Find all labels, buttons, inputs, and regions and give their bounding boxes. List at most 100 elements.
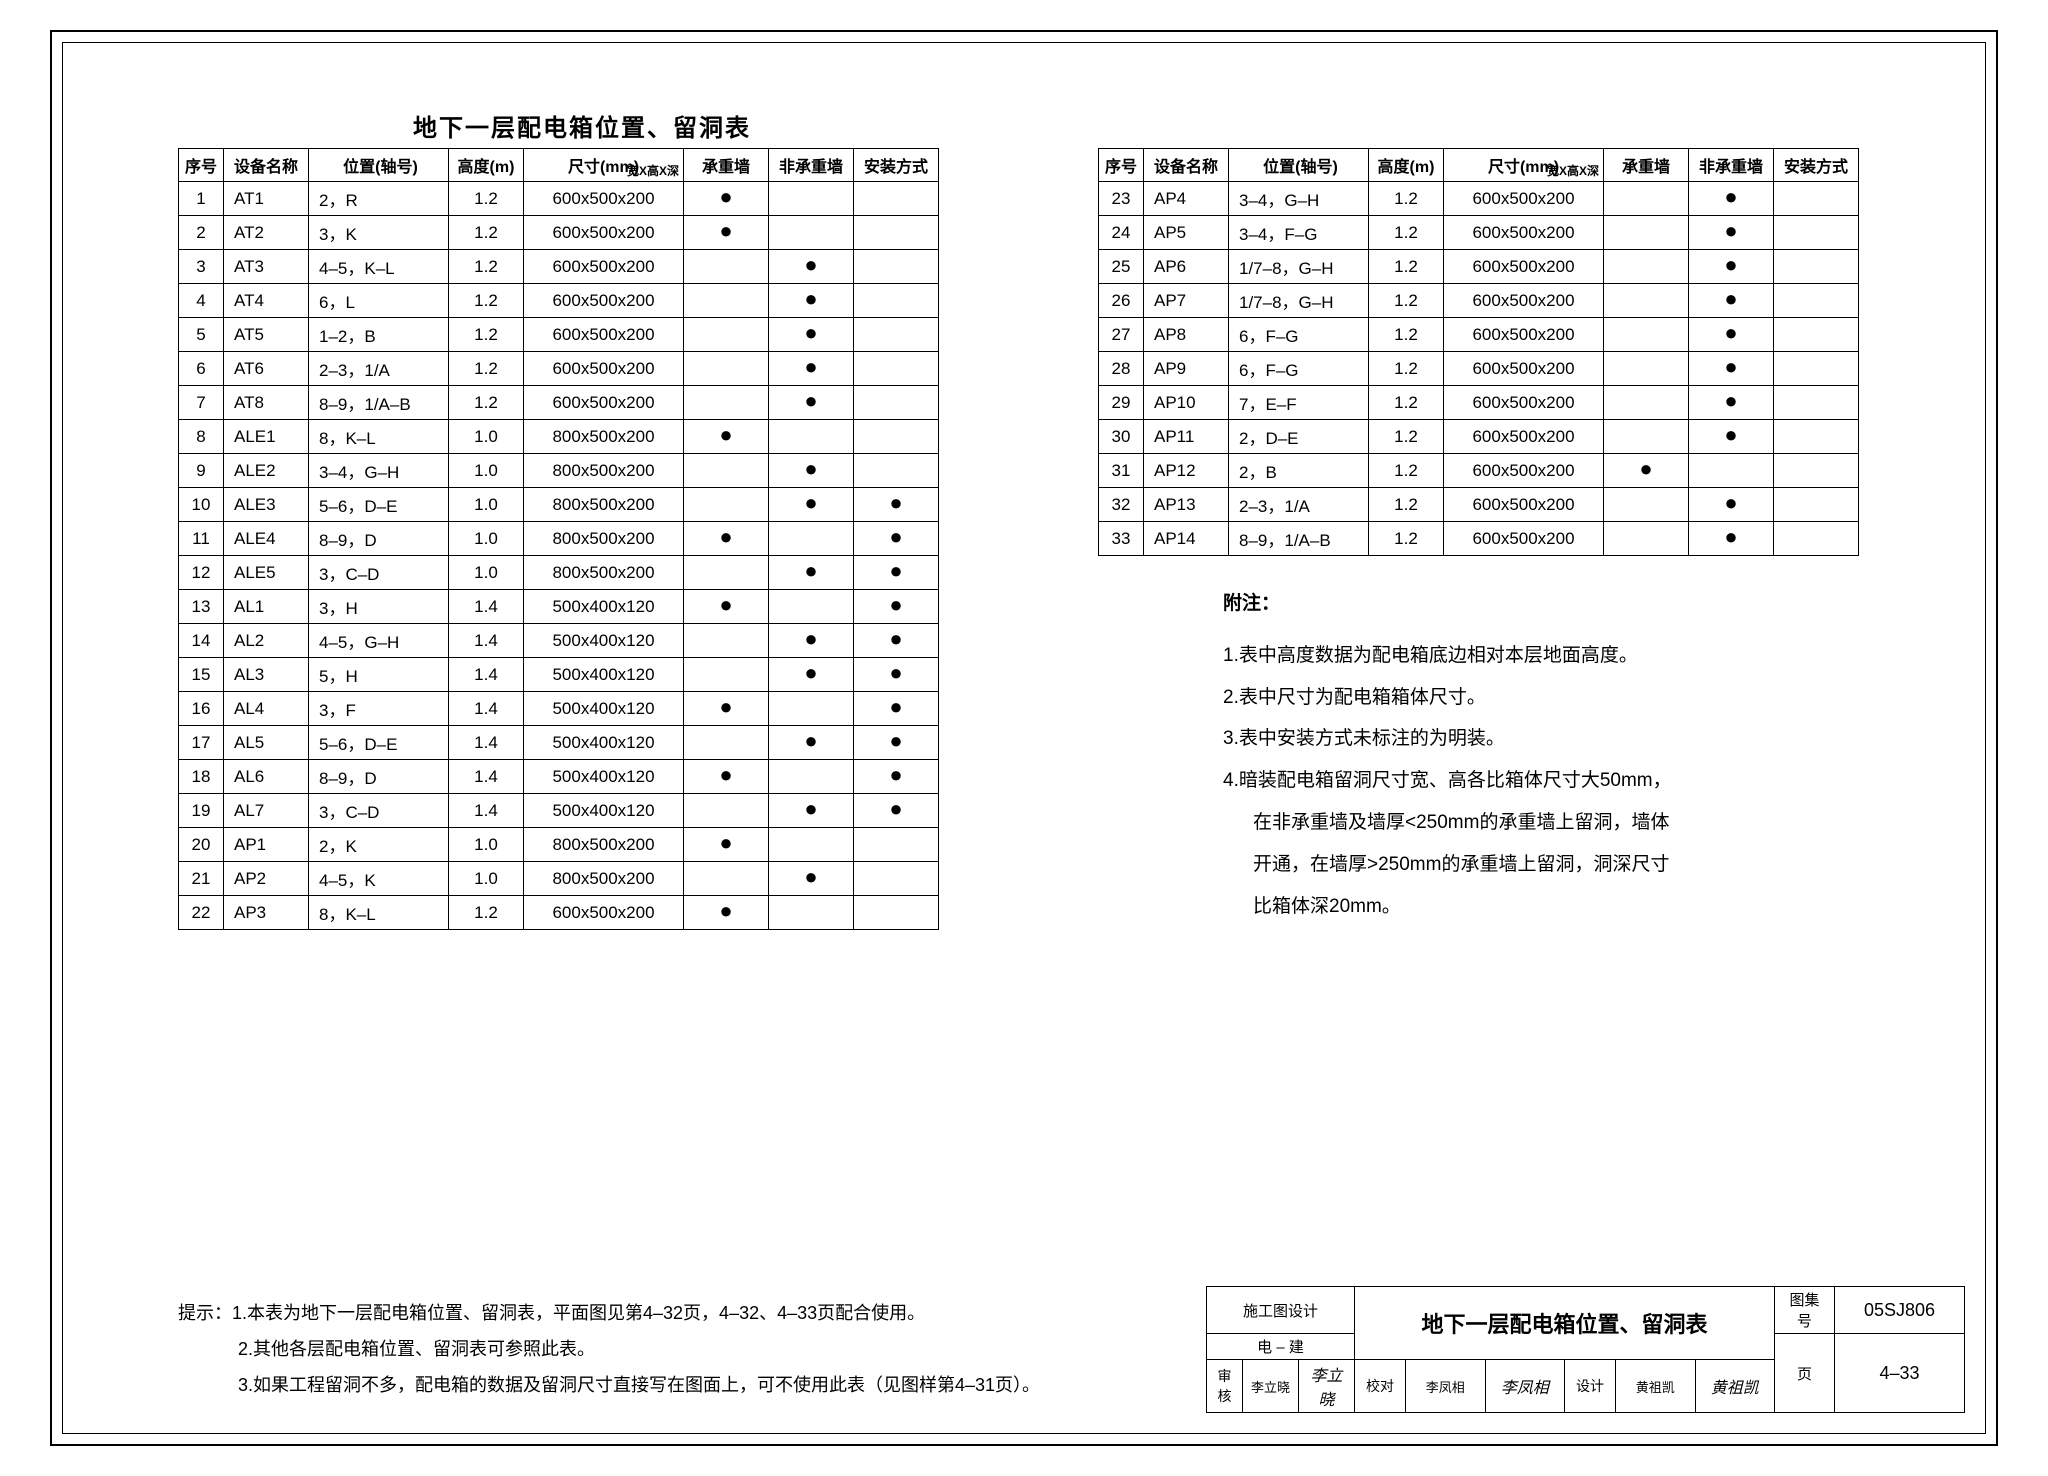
design-type: 施工图设计	[1207, 1287, 1355, 1334]
cell-load	[1604, 488, 1689, 522]
cell-pos: 8–9，D	[309, 522, 449, 556]
cell-name: AT8	[224, 386, 309, 420]
cell-nonload: ●	[769, 284, 854, 318]
cell-size: 600x500x200	[524, 284, 684, 318]
cell-seq: 9	[179, 454, 224, 488]
cell-nonload: ●	[769, 624, 854, 658]
dept: 电 – 建	[1207, 1334, 1355, 1360]
cell-name: AP10	[1144, 386, 1229, 420]
cell-load	[1604, 352, 1689, 386]
cell-name: AL3	[224, 658, 309, 692]
cell-seq: 10	[179, 488, 224, 522]
cell-size: 800x500x200	[524, 828, 684, 862]
cell-seq: 29	[1099, 386, 1144, 420]
table-row: 16AL43，F1.4500x400x120●●	[179, 692, 939, 726]
check-sig: 李凤相	[1485, 1360, 1564, 1413]
cell-pos: 2，D–E	[1229, 420, 1369, 454]
cell-seq: 13	[179, 590, 224, 624]
cell-size: 500x400x120	[524, 692, 684, 726]
hint-line: 提示：1.本表为地下一层配电箱位置、留洞表，平面图见第4–32页，4–32、4–…	[178, 1295, 1040, 1331]
check-label: 校对	[1355, 1360, 1406, 1413]
cell-load	[684, 386, 769, 420]
cell-size: 600x500x200	[1444, 284, 1604, 318]
hints-label: 提示：	[178, 1303, 232, 1323]
cell-seq: 8	[179, 420, 224, 454]
cell-load	[1604, 386, 1689, 420]
cell-size: 600x500x200	[1444, 488, 1604, 522]
cell-install	[854, 250, 939, 284]
right-table-container: 序号 设备名称 位置(轴号) 高度(m) 尺寸(mm) 宽X高X深 承重墙 非承…	[1098, 148, 1859, 556]
cell-height: 1.0	[449, 488, 524, 522]
cell-seq: 27	[1099, 318, 1144, 352]
cell-name: AL2	[224, 624, 309, 658]
cell-size: 600x500x200	[1444, 352, 1604, 386]
col-install: 安装方式	[1774, 149, 1859, 182]
table-row: 15AL35，H1.4500x400x120●●	[179, 658, 939, 692]
cell-height: 1.2	[449, 352, 524, 386]
cell-load: ●	[684, 692, 769, 726]
cell-nonload	[1689, 454, 1774, 488]
cell-nonload: ●	[1689, 250, 1774, 284]
cell-install	[854, 352, 939, 386]
cell-seq: 26	[1099, 284, 1144, 318]
cell-nonload: ●	[1689, 352, 1774, 386]
table-row: 10ALE35–6，D–E1.0800x500x200●●	[179, 488, 939, 522]
cell-install	[1774, 522, 1859, 556]
note-subline: 在非承重墙及墙厚<250mm的承重墙上留洞，墙体	[1223, 802, 1672, 844]
cell-nonload	[769, 182, 854, 216]
table-row: 19AL73，C–D1.4500x400x120●●	[179, 794, 939, 828]
cell-pos: 3–4，G–H	[309, 454, 449, 488]
cell-height: 1.2	[1369, 522, 1444, 556]
cell-install	[854, 420, 939, 454]
table-row: 5AT51–2，B1.2600x500x200●	[179, 318, 939, 352]
cell-install: ●	[854, 692, 939, 726]
cell-height: 1.0	[449, 420, 524, 454]
table-row: 32AP132–3，1/A1.2600x500x200●	[1099, 488, 1859, 522]
table-row: 30AP112，D–E1.2600x500x200●	[1099, 420, 1859, 454]
cell-height: 1.4	[449, 624, 524, 658]
cell-height: 1.2	[1369, 182, 1444, 216]
cell-pos: 3，K	[309, 216, 449, 250]
cell-pos: 1/7–8，G–H	[1229, 284, 1369, 318]
atlas-label: 图集号	[1775, 1287, 1835, 1334]
cell-seq: 7	[179, 386, 224, 420]
cell-load: ●	[684, 420, 769, 454]
cell-load	[1604, 522, 1689, 556]
cell-nonload: ●	[769, 658, 854, 692]
inner-frame: 地下一层配电箱位置、留洞表 序号 设备名称 位置(轴号) 高度(m) 尺寸(mm…	[62, 42, 1986, 1434]
cell-size: 600x500x200	[1444, 454, 1604, 488]
cell-height: 1.0	[449, 828, 524, 862]
cell-name: AP8	[1144, 318, 1229, 352]
cell-name: AL5	[224, 726, 309, 760]
cell-size: 500x400x120	[524, 658, 684, 692]
cell-height: 1.2	[1369, 216, 1444, 250]
cell-name: AP6	[1144, 250, 1229, 284]
table-row: 25AP61/7–8，G–H1.2600x500x200●	[1099, 250, 1859, 284]
cell-nonload	[769, 590, 854, 624]
cell-seq: 25	[1099, 250, 1144, 284]
col-size: 尺寸(mm) 宽X高X深	[1444, 149, 1604, 182]
cell-install: ●	[854, 760, 939, 794]
cell-install	[1774, 420, 1859, 454]
cell-height: 1.2	[1369, 250, 1444, 284]
col-seq: 序号	[1099, 149, 1144, 182]
equipment-table-2: 序号 设备名称 位置(轴号) 高度(m) 尺寸(mm) 宽X高X深 承重墙 非承…	[1098, 148, 1859, 556]
cell-seq: 22	[179, 896, 224, 930]
cell-nonload: ●	[769, 250, 854, 284]
col-load: 承重墙	[684, 149, 769, 182]
table-row: 27AP86，F–G1.2600x500x200●	[1099, 318, 1859, 352]
cell-nonload: ●	[1689, 318, 1774, 352]
cell-pos: 4–5，K–L	[309, 250, 449, 284]
cell-pos: 8–9，1/A–B	[309, 386, 449, 420]
cell-name: AT4	[224, 284, 309, 318]
cell-size: 600x500x200	[524, 216, 684, 250]
cell-name: AT6	[224, 352, 309, 386]
cell-size: 600x500x200	[1444, 250, 1604, 284]
hint-line: 3.如果工程留洞不多，配电箱的数据及留洞尺寸直接写在图面上，可不使用此表（见图样…	[178, 1367, 1040, 1403]
cell-load	[1604, 250, 1689, 284]
cell-name: AP4	[1144, 182, 1229, 216]
cell-seq: 16	[179, 692, 224, 726]
cell-install	[1774, 352, 1859, 386]
table-row: 31AP122，B1.2600x500x200●	[1099, 454, 1859, 488]
cell-nonload: ●	[769, 862, 854, 896]
